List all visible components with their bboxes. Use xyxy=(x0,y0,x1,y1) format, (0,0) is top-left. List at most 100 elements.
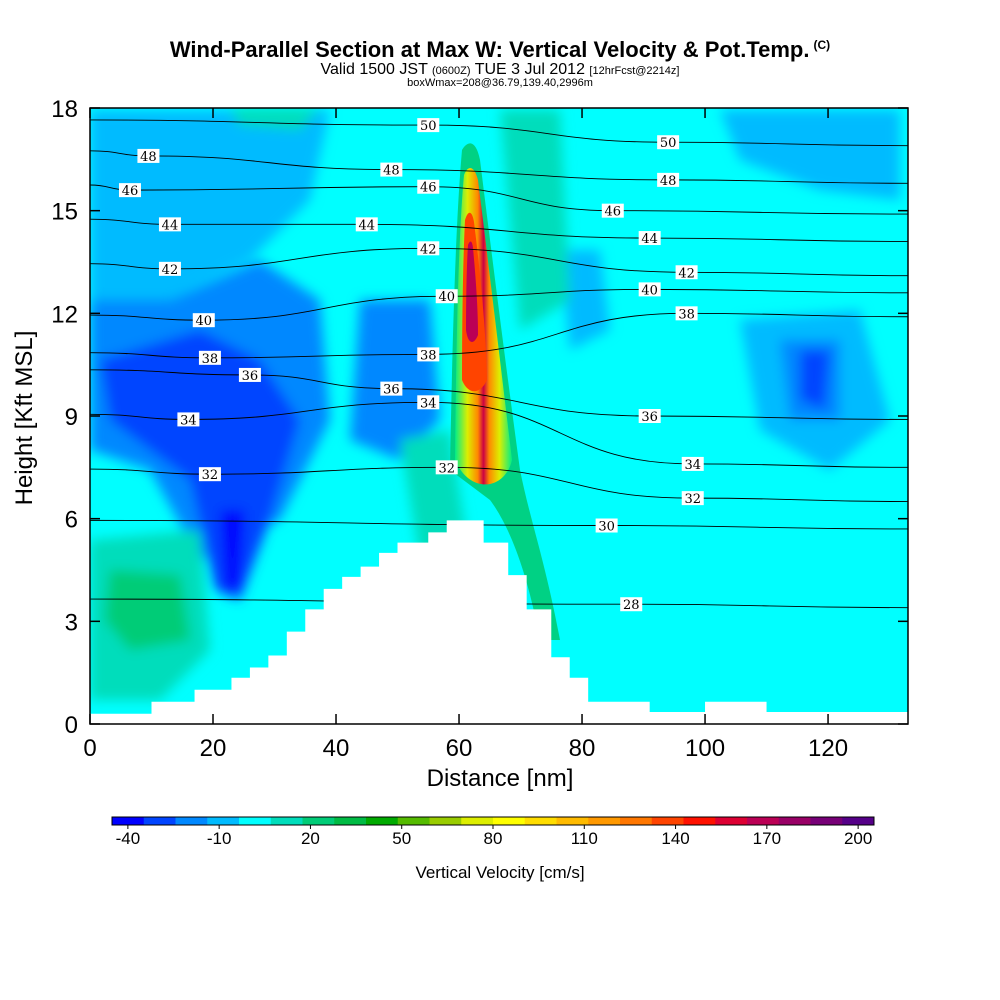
colorbar-swatch xyxy=(461,817,494,825)
colorbar-swatch xyxy=(524,817,557,825)
contour-label-box xyxy=(657,135,680,150)
valid-prefix: Valid 1500 JST xyxy=(320,61,428,78)
colorbar-swatch xyxy=(842,817,875,825)
valid-utc: (0600Z) xyxy=(432,65,471,77)
contour-labels: 50 50 48 48 48 46 46 46 44 44 44 42 42 42 40 40 40 38 38 38… xyxy=(118,118,704,613)
colorbar-swatch xyxy=(334,817,367,825)
colorbar-tick-label: -10 xyxy=(207,829,232,848)
contour-label: 40 xyxy=(641,283,658,298)
contour-label: 34 xyxy=(684,458,701,473)
theta-contour-50 xyxy=(90,119,908,147)
y-tick-label: 15 xyxy=(51,199,78,226)
y-axis-title: Height [Kft MSL] xyxy=(11,330,38,506)
colorbar-swatch xyxy=(778,817,811,825)
contour-label: 44 xyxy=(641,232,658,247)
colorbar-tick-label: 200 xyxy=(844,829,872,848)
theta-contour-38 xyxy=(90,312,908,359)
contour-label-box xyxy=(198,467,221,482)
contour-label: 48 xyxy=(660,174,677,189)
box-info: boxWmax=208@36.79,139.40,2996m xyxy=(407,77,593,89)
contour-label-box xyxy=(158,261,181,276)
colorbar-tick-label: -40 xyxy=(116,829,141,848)
x-tick-label: 120 xyxy=(808,735,848,762)
contour-label: 50 xyxy=(420,119,437,134)
contour-label-box xyxy=(137,148,160,163)
x-axis-title: Distance [nm] xyxy=(426,765,574,792)
contour-label-box xyxy=(417,241,440,256)
y-tick-label: 18 xyxy=(51,96,78,123)
contour-label: 32 xyxy=(438,461,455,476)
contour-label: 32 xyxy=(202,468,219,483)
contour-label-box xyxy=(657,172,680,187)
x-axis-ticks: 0 20 40 60 80 100 120 xyxy=(83,108,848,762)
y-tick-label: 9 xyxy=(65,404,78,431)
colorbar-swatch xyxy=(397,817,430,825)
colorbar-tick-label: 20 xyxy=(301,829,320,848)
colorbar-tick-label: 110 xyxy=(571,829,598,848)
contour-label-box xyxy=(417,395,440,410)
colorbar-swatch xyxy=(620,817,653,825)
contour-label-box xyxy=(417,347,440,362)
contour-label: 36 xyxy=(242,369,259,384)
colorbar-swatch xyxy=(588,817,621,825)
valid-date: TUE 3 Jul 2012 xyxy=(474,61,585,78)
contour-label-box xyxy=(620,597,643,612)
x-tick-label: 0 xyxy=(83,735,96,762)
contour-label-box xyxy=(638,409,661,423)
colorbar-swatch xyxy=(207,817,240,825)
contour-label-box xyxy=(417,118,440,133)
contour-label-box xyxy=(177,412,200,427)
chart-title-text: Wind-Parallel Section at Max W: Vertical… xyxy=(169,37,810,62)
contour-label: 34 xyxy=(180,413,197,428)
contour-label: 30 xyxy=(598,520,615,535)
contour-label: 38 xyxy=(420,348,437,363)
contour-label-box xyxy=(238,367,261,382)
forecast-info: [12hrFcst@2214z] xyxy=(589,65,680,77)
contour-label: 32 xyxy=(684,492,701,507)
contour-label: 28 xyxy=(623,598,640,613)
colorbar-swatch xyxy=(747,817,780,825)
colorbar-swatch xyxy=(810,817,843,825)
contour-label-box xyxy=(435,289,458,304)
contour-label-box xyxy=(595,518,618,533)
contour-label-box xyxy=(681,491,704,506)
contour-label: 50 xyxy=(660,136,677,151)
x-tick-label: 100 xyxy=(685,735,725,762)
colorbar-swatch xyxy=(651,817,684,825)
colorbar-swatch xyxy=(715,817,748,825)
theta-contour-28 xyxy=(90,598,908,609)
contour-label-box xyxy=(198,350,221,365)
colorbar-swatch xyxy=(112,817,145,825)
y-tick-label: 12 xyxy=(51,301,78,328)
colorbar-tick-label: 50 xyxy=(392,829,411,848)
x-tick-label: 40 xyxy=(323,735,350,762)
contour-label: 40 xyxy=(438,290,455,305)
y-axis-ticks: 0 36 9 12 15 18 xyxy=(51,96,908,739)
contour-label-box xyxy=(118,183,141,198)
terrain-profile xyxy=(90,520,908,724)
colorbar-swatch xyxy=(175,817,208,825)
x-tick-label: 60 xyxy=(446,735,473,762)
x-tick-label: 20 xyxy=(200,735,227,762)
colorbar-swatch xyxy=(429,817,462,825)
theta-contour-32 xyxy=(90,466,908,503)
contour-label-box xyxy=(675,306,698,321)
contour-label: 44 xyxy=(358,218,375,233)
contour-label: 48 xyxy=(383,164,400,179)
contour-label-box xyxy=(681,456,704,471)
contour-label-box xyxy=(417,179,440,194)
colorbar-swatch xyxy=(143,817,176,825)
contour-label-box xyxy=(675,265,698,280)
contour-label-box xyxy=(380,381,403,396)
contour-label: 42 xyxy=(678,266,695,281)
contour-label-box xyxy=(435,460,458,475)
theta-contour-36 xyxy=(90,369,908,420)
contour-label: 38 xyxy=(678,307,695,322)
colorbar-tick-label: 80 xyxy=(484,829,503,848)
colorbar-swatch xyxy=(366,817,399,825)
y-tick-label: 0 xyxy=(65,712,78,739)
contour-label-box xyxy=(601,203,624,218)
colorbar-swatch xyxy=(302,817,335,825)
colorbar-title: Vertical Velocity [cm/s] xyxy=(415,863,585,882)
